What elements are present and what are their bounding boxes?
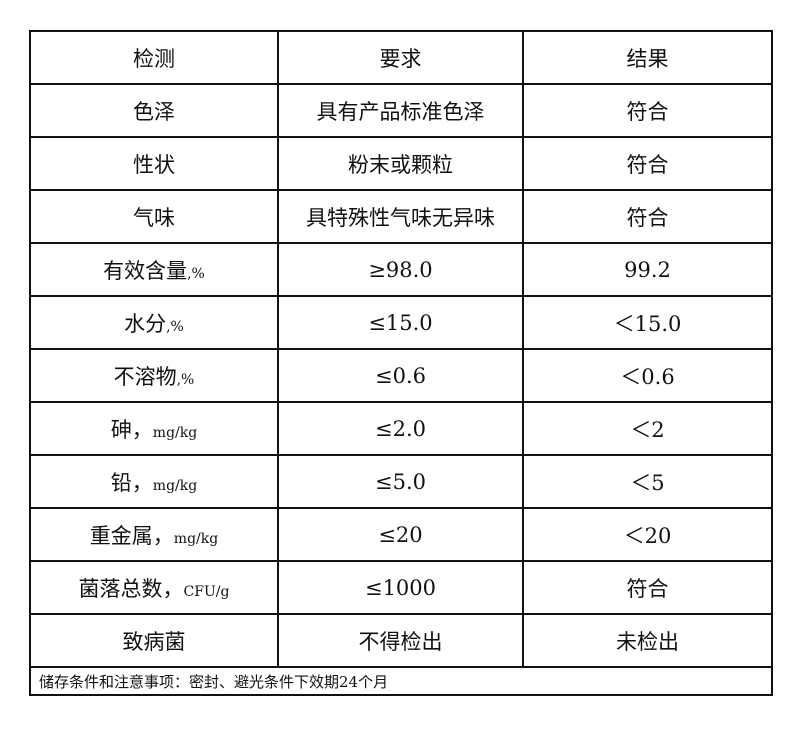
item-name: 砷， (110, 417, 153, 442)
inspection-table: 检测 要求 结果 色泽 具有产品标准色泽 符合 性状 粉末或颗粒 符合 气味 具特殊… (29, 30, 773, 696)
item-cell: 不溶物,% (29, 348, 279, 403)
header-result: 结果 (522, 30, 773, 85)
table-row: 气味 具特殊性气味无异味 符合 (29, 189, 773, 244)
item-cell: 气味 (29, 189, 279, 244)
result-cell: ＜5 (522, 454, 773, 509)
table-row: 砷，mg/kg ≤2.0 ＜2 (29, 401, 773, 456)
result-cell: ＜15.0 (522, 295, 773, 350)
item-name: 性状 (133, 152, 175, 177)
storage-note: 储存条件和注意事项：密封、避光条件下效期24个月 (29, 666, 773, 696)
requirement-cell: 具特殊性气味无异味 (277, 189, 524, 244)
table-row: 铅，mg/kg ≤5.0 ＜5 (29, 454, 773, 509)
requirement-cell: ≥98.0 (277, 242, 524, 297)
header-requirement: 要求 (277, 30, 524, 85)
requirement-cell: 粉末或颗粒 (277, 136, 524, 191)
result-cell: 99.2 (522, 242, 773, 297)
result-cell: 符合 (522, 189, 773, 244)
result-cell: 符合 (522, 560, 773, 615)
item-unit: ,% (166, 318, 184, 335)
requirement-cell: ≤0.6 (277, 348, 524, 403)
item-name: 有效含量 (103, 258, 188, 283)
table-row: 菌落总数，CFU/g ≤1000 符合 (29, 560, 773, 615)
item-name: 色泽 (133, 99, 175, 124)
item-name: 重金属， (89, 523, 174, 548)
requirement-cell: 具有产品标准色泽 (277, 83, 524, 138)
result-cell: 未检出 (522, 613, 773, 668)
item-cell: 水分,% (29, 295, 279, 350)
item-cell: 有效含量,% (29, 242, 279, 297)
item-unit: ,% (176, 371, 195, 388)
item-name: 致病菌 (122, 629, 186, 654)
table-row: 不溶物,% ≤0.6 ＜0.6 (29, 348, 773, 403)
item-unit: mg/kg (173, 530, 219, 547)
table-row: 色泽 具有产品标准色泽 符合 (29, 83, 773, 138)
item-cell: 性状 (29, 136, 279, 191)
item-cell: 菌落总数，CFU/g (29, 560, 279, 615)
header-row: 检测 要求 结果 (29, 30, 773, 85)
footer-row: 储存条件和注意事项：密封、避光条件下效期24个月 (29, 666, 773, 696)
item-cell: 色泽 (29, 83, 279, 138)
item-unit: CFU/g (183, 583, 230, 600)
result-cell: ＜2 (522, 401, 773, 456)
table-row: 水分,% ≤15.0 ＜15.0 (29, 295, 773, 350)
result-cell: ＜20 (522, 507, 773, 562)
requirement-cell: 不得检出 (277, 613, 524, 668)
result-cell: ＜0.6 (522, 348, 773, 403)
item-unit: ,% (187, 265, 205, 282)
result-cell: 符合 (522, 136, 773, 191)
requirement-cell: ≤5.0 (277, 454, 524, 509)
requirement-cell: ≤15.0 (277, 295, 524, 350)
item-cell: 致病菌 (29, 613, 279, 668)
item-name: 气味 (133, 205, 175, 230)
item-cell: 重金属，mg/kg (29, 507, 279, 562)
table-row: 致病菌 不得检出 未检出 (29, 613, 773, 668)
item-name: 水分 (124, 311, 167, 336)
item-cell: 砷，mg/kg (29, 401, 279, 456)
item-name: 铅， (110, 470, 153, 495)
table-row: 重金属，mg/kg ≤20 ＜20 (29, 507, 773, 562)
requirement-cell: ≤2.0 (277, 401, 524, 456)
result-cell: 符合 (522, 83, 773, 138)
item-name: 菌落总数， (78, 576, 184, 601)
item-unit: mg/kg (152, 477, 198, 494)
requirement-cell: ≤1000 (277, 560, 524, 615)
table-row: 性状 粉末或颗粒 符合 (29, 136, 773, 191)
requirement-cell: ≤20 (277, 507, 524, 562)
item-cell: 铅，mg/kg (29, 454, 279, 509)
item-name: 不溶物 (113, 364, 177, 389)
header-item: 检测 (29, 30, 279, 85)
item-unit: mg/kg (152, 424, 198, 441)
table-row: 有效含量,% ≥98.0 99.2 (29, 242, 773, 297)
